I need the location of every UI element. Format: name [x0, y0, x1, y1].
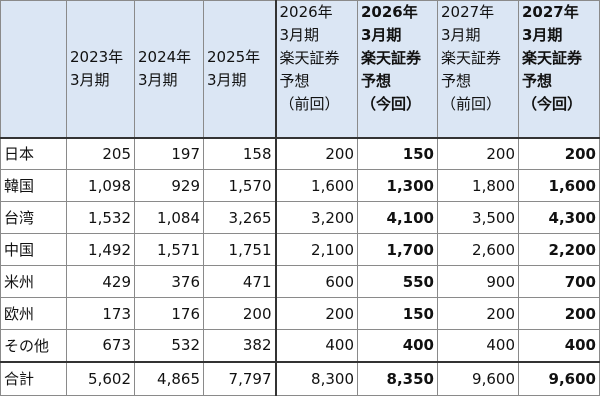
cell: 550 — [357, 265, 438, 298]
total-row: 合計 5,602 4,865 7,797 8,300 8,350 9,600 9… — [0, 360, 600, 396]
header-fy2023: 2023年 3月期 — [66, 0, 135, 138]
cell: 900 — [437, 265, 519, 298]
table-row: 欧州 173 176 200 200 150 200 200 — [0, 297, 600, 330]
cell: 673 — [66, 329, 135, 362]
row-label: 米州 — [0, 265, 67, 298]
cell: 1,571 — [134, 233, 204, 266]
cell: 3,500 — [437, 201, 519, 234]
total-label: 合計 — [0, 360, 67, 396]
cell: 1,098 — [66, 169, 135, 202]
cell: 400 — [437, 329, 519, 362]
table-row: 日本 205 197 158 200 150 200 200 — [0, 136, 600, 170]
cell: 400 — [357, 329, 438, 362]
total-cell: 4,865 — [134, 360, 204, 396]
cell: 3,265 — [203, 201, 276, 234]
header-fy2027-previous: 2027年 3月期 楽天証券 予想 （前回） — [437, 0, 519, 138]
cell: 205 — [66, 136, 135, 170]
header-fy2025: 2025年 3月期 — [203, 0, 276, 138]
row-label: 欧州 — [0, 297, 67, 330]
cell: 200 — [437, 297, 519, 330]
header-corner — [0, 0, 67, 138]
cell: 150 — [357, 136, 438, 170]
cell: 4,100 — [357, 201, 438, 234]
total-cell: 8,350 — [357, 360, 438, 396]
total-cell: 5,602 — [66, 360, 135, 396]
cell: 376 — [134, 265, 204, 298]
table-row: その他 673 532 382 400 400 400 400 — [0, 329, 600, 362]
header-row: 2023年 3月期 2024年 3月期 2025年 3月期 2026年 3月期 … — [0, 0, 600, 138]
cell: 1,532 — [66, 201, 135, 234]
cell: 600 — [274, 265, 358, 298]
cell: 158 — [203, 136, 276, 170]
cell: 197 — [134, 136, 204, 170]
cell: 200 — [274, 297, 358, 330]
table-row: 台湾 1,532 1,084 3,265 3,200 4,100 3,500 4… — [0, 201, 600, 234]
cell: 532 — [134, 329, 204, 362]
cell: 1,600 — [518, 169, 600, 202]
cell: 1,300 — [357, 169, 438, 202]
total-cell: 9,600 — [518, 360, 600, 396]
cell: 3,200 — [274, 201, 358, 234]
total-cell: 7,797 — [203, 360, 276, 396]
cell: 400 — [274, 329, 358, 362]
cell: 200 — [518, 297, 600, 330]
table-row: 中国 1,492 1,571 1,751 2,100 1,700 2,600 2… — [0, 233, 600, 266]
cell: 200 — [203, 297, 276, 330]
cell: 4,300 — [518, 201, 600, 234]
cell: 150 — [357, 297, 438, 330]
row-label: その他 — [0, 329, 67, 362]
cell: 1,600 — [274, 169, 358, 202]
table-row: 韓国 1,098 929 1,570 1,600 1,300 1,800 1,6… — [0, 169, 600, 202]
row-label: 中国 — [0, 233, 67, 266]
row-label: 韓国 — [0, 169, 67, 202]
cell: 1,570 — [203, 169, 276, 202]
cell: 2,600 — [437, 233, 519, 266]
cell: 1,084 — [134, 201, 204, 234]
header-fy2024: 2024年 3月期 — [134, 0, 204, 138]
cell: 2,100 — [274, 233, 358, 266]
cell: 400 — [518, 329, 600, 362]
cell: 200 — [437, 136, 519, 170]
cell: 382 — [203, 329, 276, 362]
cell: 929 — [134, 169, 204, 202]
row-label: 台湾 — [0, 201, 67, 234]
cell: 173 — [66, 297, 135, 330]
cell: 176 — [134, 297, 204, 330]
cell: 1,751 — [203, 233, 276, 266]
cell: 2,200 — [518, 233, 600, 266]
row-label: 日本 — [0, 136, 67, 170]
total-cell: 9,600 — [437, 360, 519, 396]
header-fy2026-previous: 2026年 3月期 楽天証券 予想 （前回） — [274, 0, 358, 138]
header-fy2026-current: 2026年 3月期 楽天証券 予想 （今回） — [357, 0, 438, 138]
table-row: 米州 429 376 471 600 550 900 700 — [0, 265, 600, 298]
cell: 1,800 — [437, 169, 519, 202]
total-cell: 8,300 — [274, 360, 358, 396]
forecast-table: 2023年 3月期 2024年 3月期 2025年 3月期 2026年 3月期 … — [0, 0, 600, 396]
cell: 1,700 — [357, 233, 438, 266]
cell: 200 — [518, 136, 600, 170]
header-fy2027-current: 2027年 3月期 楽天証券 予想 （今回） — [518, 0, 600, 138]
cell: 700 — [518, 265, 600, 298]
cell: 471 — [203, 265, 276, 298]
cell: 200 — [274, 136, 358, 170]
cell: 1,492 — [66, 233, 135, 266]
cell: 429 — [66, 265, 135, 298]
